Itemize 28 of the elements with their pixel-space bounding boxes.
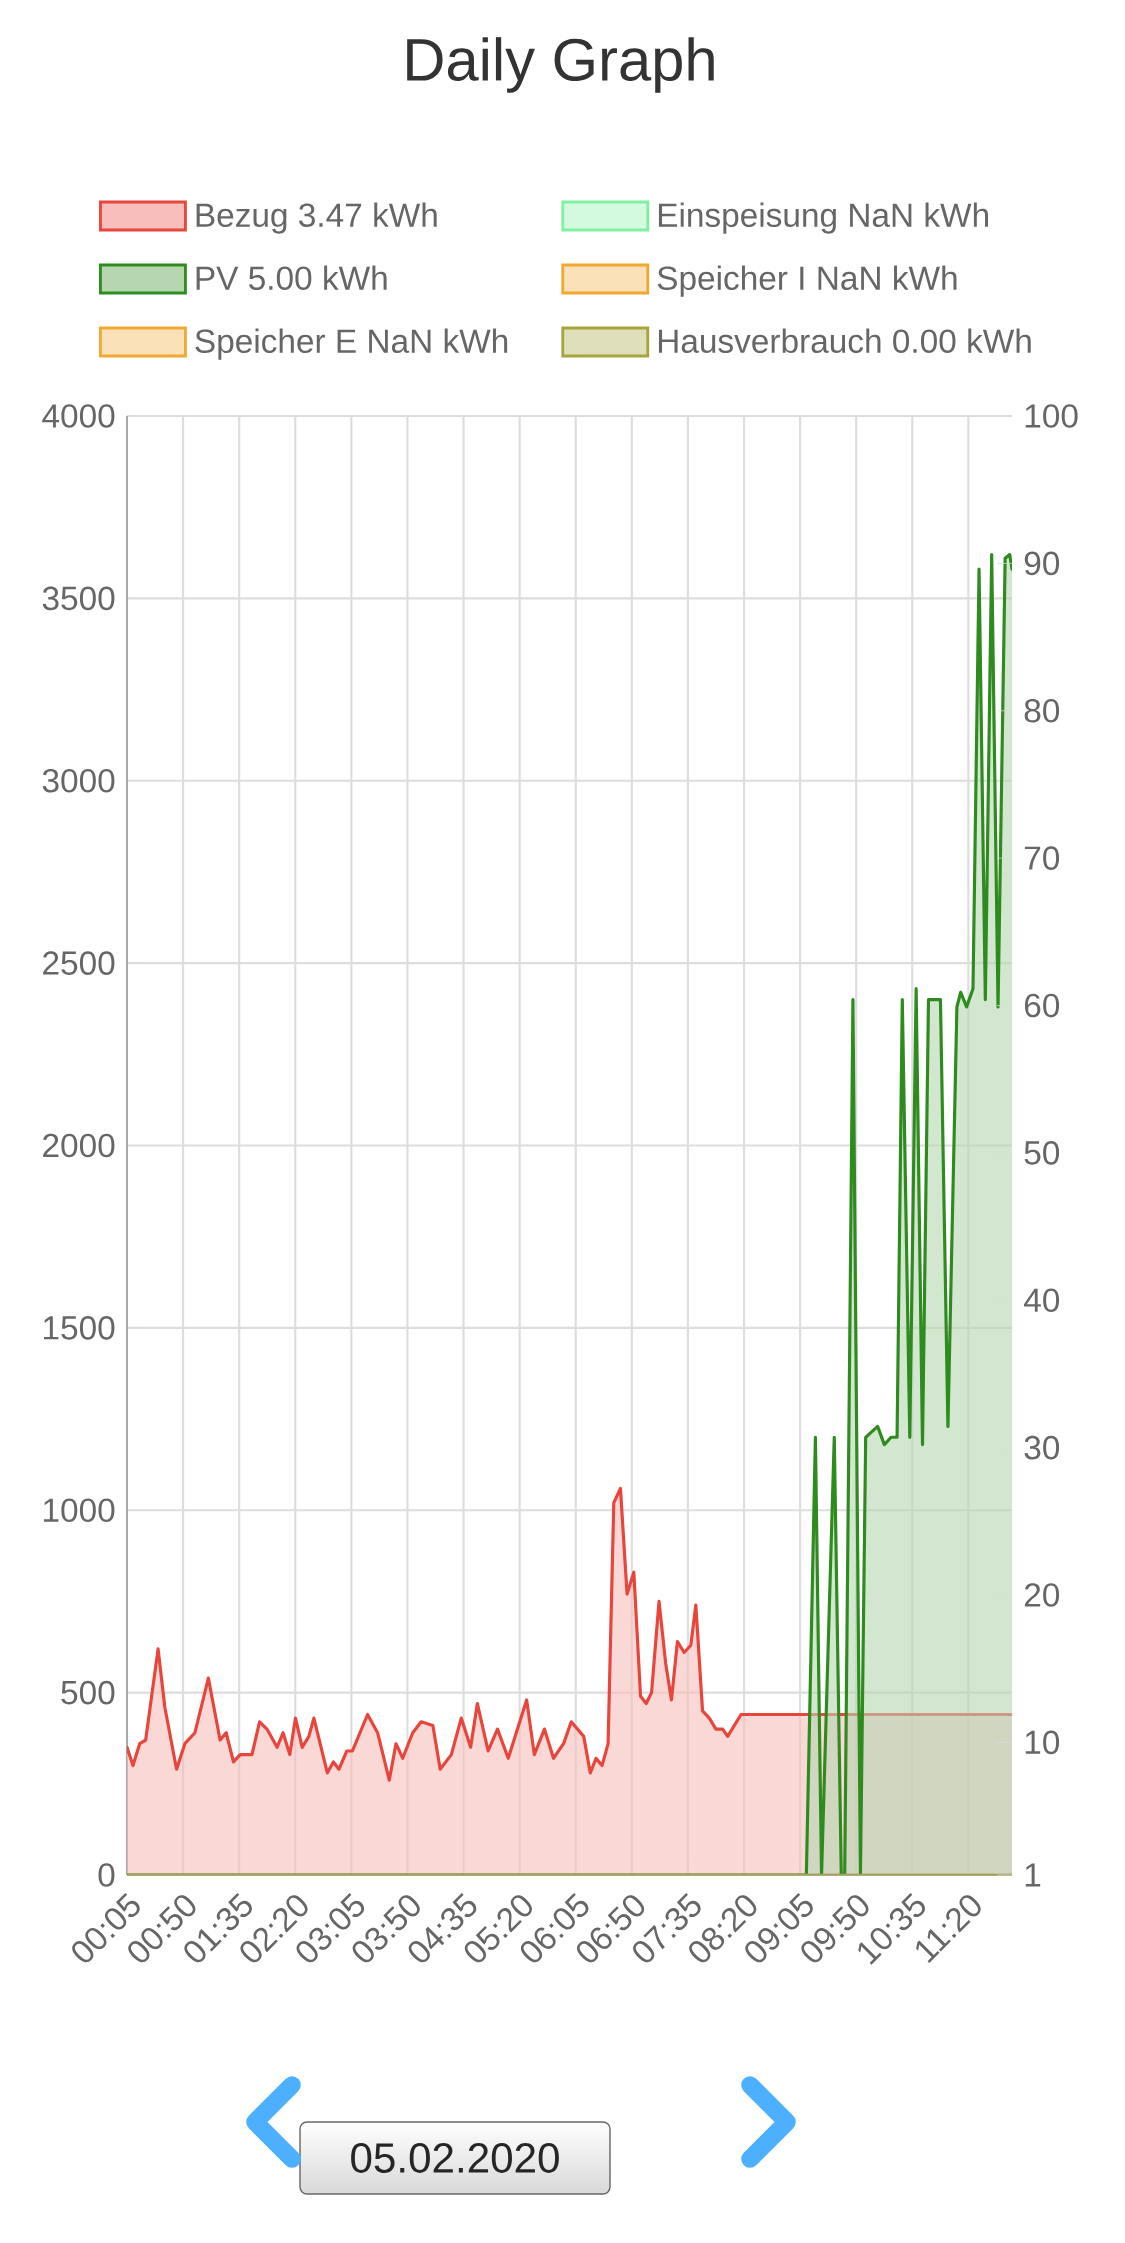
y-tick-label: 0 [98, 1863, 115, 1887]
text: 05.02.2020 [351, 2143, 559, 2173]
y2-tick-label: 20 [1024, 1583, 1060, 1607]
legend-label: PV 5.00 kWh [196, 265, 387, 291]
y2-tick-label: 100 [1025, 404, 1078, 428]
y2-tick-label: 50 [1024, 1141, 1060, 1165]
y2-tick-label: 30 [1024, 1435, 1060, 1460]
y-tick-label: 3000 [42, 768, 115, 793]
legend-label: Speicher E NaN kWh [195, 328, 508, 360]
y-tick-label: 3500 [42, 586, 115, 611]
y-tick-label: 2000 [43, 1133, 115, 1158]
y-tick-label: 1000 [44, 1498, 115, 1523]
y2-tick-label: 90 [1024, 551, 1060, 576]
y2-tick-label: 60 [1024, 993, 1060, 1018]
y2-tick-label: 40 [1024, 1288, 1060, 1313]
y2-tick-label: 70 [1024, 846, 1060, 870]
y2-tick-label: 80 [1024, 698, 1060, 723]
y-tick-label: 1500 [44, 1316, 115, 1340]
legend-label: Hausverbrauch 0.00 kWh [658, 328, 1031, 354]
y-tick-label: 4000 [42, 404, 115, 428]
chart-title: Daily Graph [407, 37, 714, 93]
y2-tick-label: 1 [1025, 1863, 1041, 1887]
y2-tick-label: 10 [1025, 1730, 1060, 1755]
legend-label: Speicher I NaN kWh [657, 265, 957, 297]
y-tick-label: 2500 [43, 951, 115, 975]
legend-label: Einspeisung NaN kWh [658, 202, 989, 234]
legend-label: Bezug 3.47 kWh [196, 202, 437, 234]
y-tick-label: 500 [61, 1680, 115, 1705]
